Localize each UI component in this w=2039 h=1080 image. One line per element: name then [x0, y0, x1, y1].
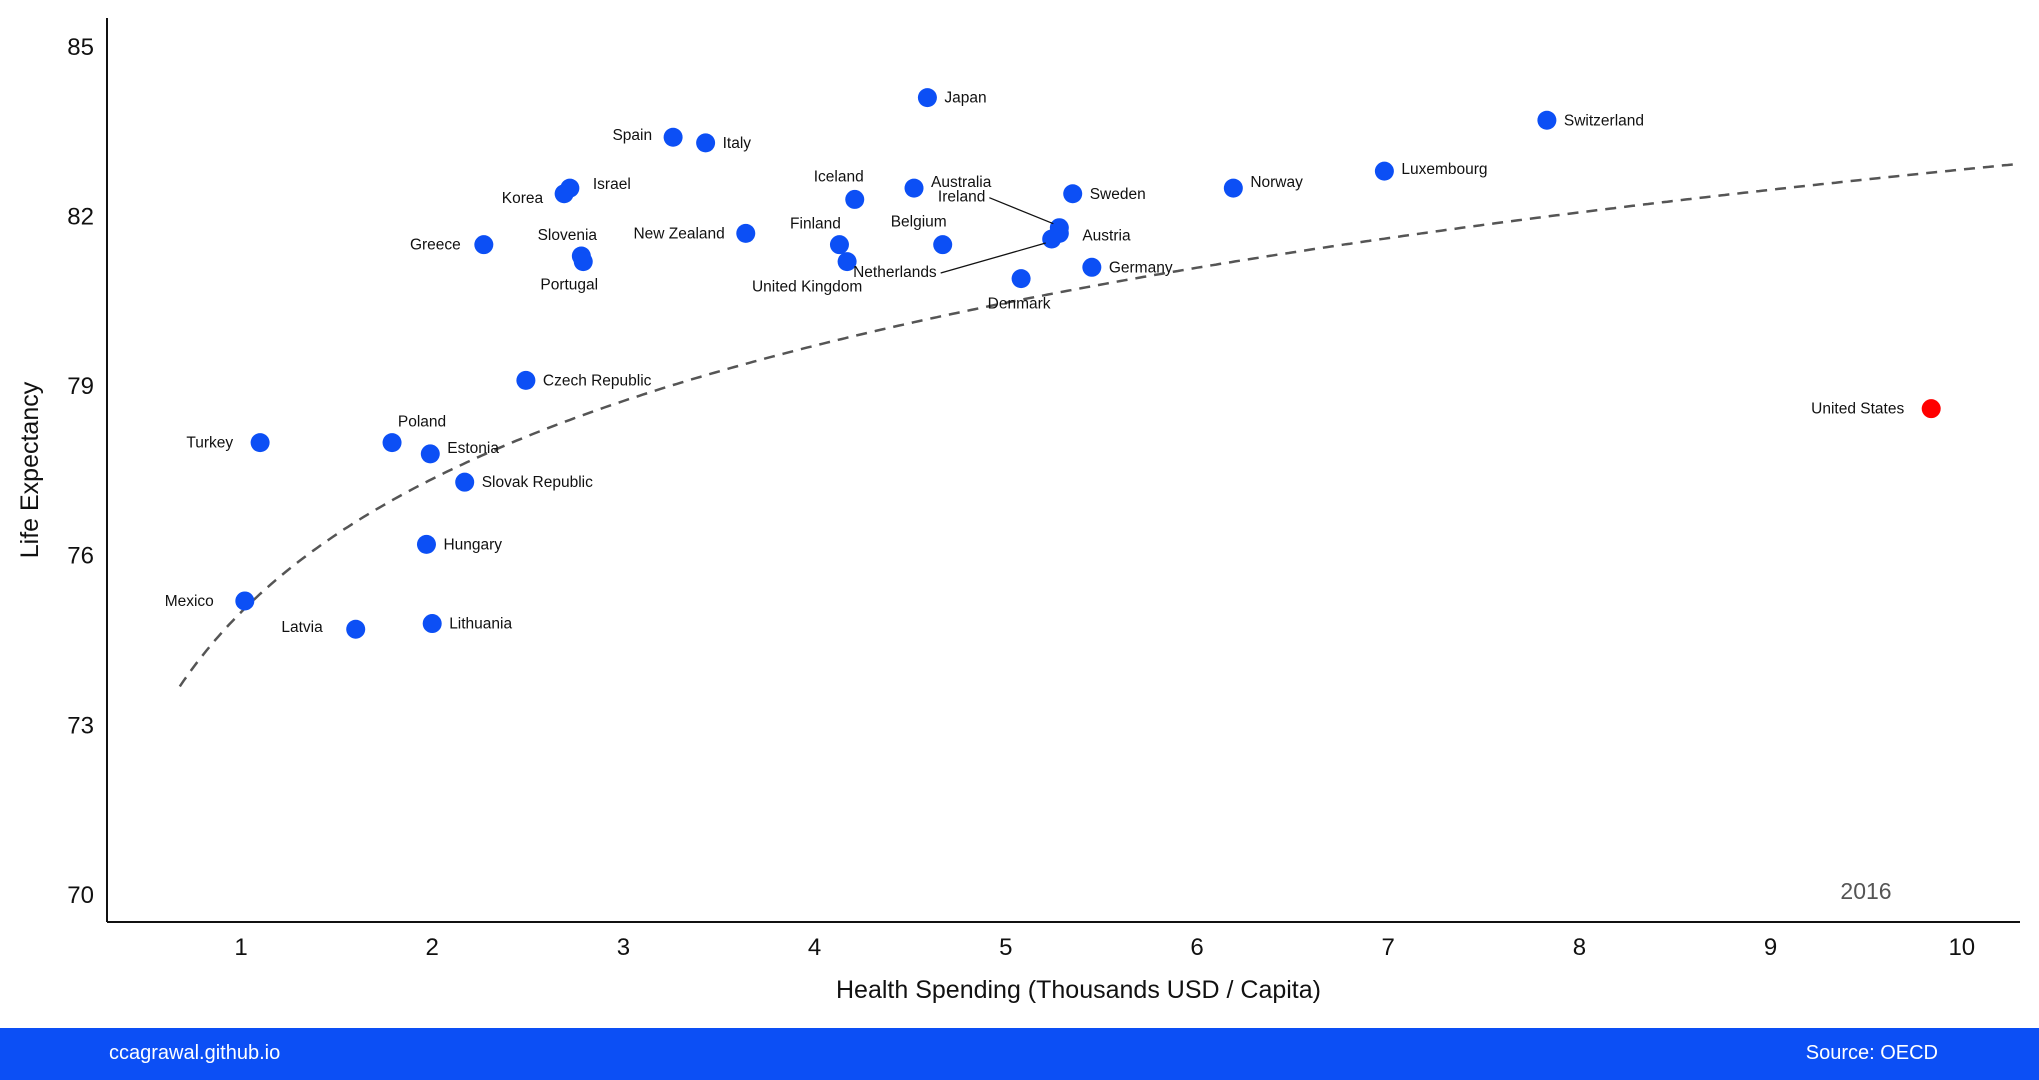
label-ireland: Ireland — [938, 189, 985, 206]
point-germany — [1082, 257, 1102, 277]
point-spain — [663, 127, 683, 147]
label-germany: Germany — [1109, 259, 1173, 276]
x-tick-label: 6 — [1190, 934, 1203, 961]
leader-line-ireland — [989, 197, 1054, 225]
year-label: 2016 — [1840, 878, 1891, 904]
label-greece: Greece — [410, 237, 461, 254]
x-tick-label: 7 — [1382, 934, 1395, 961]
label-slovak-republic: Slovak Republic — [482, 474, 593, 491]
point-turkey — [250, 433, 270, 453]
point-greece — [474, 235, 494, 255]
point-estonia — [420, 444, 440, 464]
y-tick-label: 85 — [67, 34, 94, 61]
point-iceland — [845, 189, 865, 209]
label-poland: Poland — [398, 414, 446, 431]
label-israel: Israel — [593, 176, 631, 193]
label-lithuania: Lithuania — [449, 616, 512, 633]
label-hungary: Hungary — [443, 536, 502, 553]
label-luxembourg: Luxembourg — [1401, 161, 1487, 178]
point-united-states — [1921, 399, 1941, 419]
y-axis-title: Life Expectancy — [16, 381, 44, 558]
x-tick-label: 5 — [999, 934, 1012, 961]
x-tick-label: 9 — [1764, 934, 1777, 961]
y-tick-label: 73 — [67, 712, 94, 739]
label-norway: Norway — [1250, 174, 1303, 191]
point-latvia — [346, 619, 366, 639]
scatter-chart: 1 2 3 4 5 6 7 8 9 10 70 73 76 79 82 85 Health Spending (… — [16, 18, 2020, 1004]
label-spain: Spain — [612, 127, 652, 144]
point-hungary — [416, 534, 436, 554]
point-norway — [1223, 178, 1243, 198]
label-finland: Finland — [790, 216, 841, 233]
label-denmark: Denmark — [988, 296, 1051, 313]
footer-site-link[interactable]: ccagrawal.github.io — [109, 1042, 281, 1064]
label-slovenia: Slovenia — [538, 227, 598, 244]
point-japan — [917, 88, 937, 108]
label-czech-republic: Czech Republic — [543, 372, 652, 389]
footer-source: Source: OECD — [1805, 1042, 1938, 1064]
trend-line — [178, 162, 2020, 688]
label-united-states: United States — [1811, 401, 1904, 418]
point-united-kingdom — [837, 252, 857, 272]
x-tick-label: 4 — [808, 934, 821, 961]
label-netherlands: Netherlands — [853, 264, 937, 281]
point-sweden — [1063, 184, 1083, 204]
point-lithuania — [422, 614, 442, 634]
label-new-zealand: New Zealand — [633, 225, 724, 242]
label-switzerland: Switzerland — [1564, 112, 1644, 129]
point-finland — [829, 235, 849, 255]
label-korea: Korea — [502, 190, 544, 207]
point-italy — [696, 133, 716, 153]
point-israel — [560, 178, 580, 198]
label-japan: Japan — [944, 90, 986, 107]
y-tick-label: 76 — [67, 543, 94, 570]
label-sweden: Sweden — [1090, 186, 1146, 203]
label-turkey: Turkey — [186, 435, 233, 452]
x-tick-label: 2 — [426, 934, 439, 961]
label-latvia: Latvia — [281, 619, 323, 636]
point-slovak-republic — [455, 472, 475, 492]
point-switzerland — [1537, 110, 1557, 130]
label-iceland: Iceland — [814, 168, 864, 185]
label-estonia: Estonia — [447, 440, 499, 457]
x-tick-label: 10 — [1948, 934, 1975, 961]
point-czech-republic — [516, 370, 536, 390]
label-mexico: Mexico — [165, 593, 214, 610]
label-australia: Australia — [931, 174, 992, 191]
label-austria: Austria — [1082, 227, 1131, 244]
label-united-kingdom: United Kingdom — [752, 279, 862, 296]
point-belgium — [933, 235, 953, 255]
point-new-zealand — [736, 223, 756, 243]
point-mexico — [235, 591, 255, 611]
label-portugal: Portugal — [540, 277, 598, 294]
label-italy: Italy — [723, 135, 752, 152]
x-tick-label: 3 — [617, 934, 630, 961]
point-luxembourg — [1374, 161, 1394, 181]
y-tick-label: 82 — [67, 203, 94, 230]
point-poland — [382, 433, 402, 453]
footer-bar: ccagrawal.github.io Source: OECD — [0, 1028, 2039, 1080]
point-australia — [904, 178, 924, 198]
y-tick-label: 70 — [67, 882, 94, 909]
point-denmark — [1011, 269, 1031, 289]
leader-line-netherlands — [940, 242, 1046, 274]
point-portugal — [573, 252, 593, 272]
point-austria — [1049, 223, 1069, 243]
chart-svg: 1 2 3 4 5 6 7 8 9 10 70 73 76 79 82 85 Health Spending (… — [16, 18, 2020, 1004]
label-belgium: Belgium — [891, 214, 947, 231]
y-tick-label: 79 — [67, 373, 94, 400]
x-axis-title: Health Spending (Thousands USD / Capita) — [836, 976, 1321, 1004]
x-tick-label: 1 — [234, 934, 247, 961]
x-tick-label: 8 — [1573, 934, 1586, 961]
